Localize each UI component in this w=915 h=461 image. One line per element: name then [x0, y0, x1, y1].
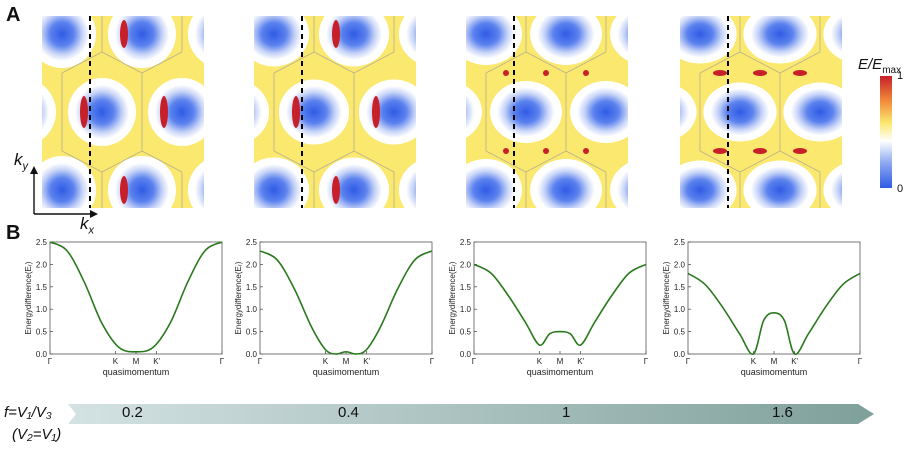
y-axis-label: Energydifference(Eᵣ): [24, 261, 33, 334]
band-heatmap-3: [466, 16, 628, 208]
panel-b-letter: B: [6, 222, 21, 244]
k-axes-arrows: [30, 166, 98, 218]
x-tick-label: Γ: [644, 357, 649, 366]
y-tick-label: 1.5: [36, 283, 48, 292]
y-tick-label: 1.0: [36, 305, 48, 314]
panel-a-letter: A: [6, 4, 21, 26]
y-tick-label: 1.5: [674, 283, 686, 292]
y-tick-label: 2.5: [674, 238, 686, 247]
colorbar-max-tick: 1: [897, 70, 904, 82]
x-tick-label: K': [363, 357, 370, 366]
y-tick-label: 1.5: [246, 283, 258, 292]
y-tick-label: 2.0: [674, 260, 686, 269]
x-tick-label: K: [113, 357, 119, 366]
x-axis-label: quasimomentum: [103, 367, 170, 377]
y-tick-label: 2.5: [460, 238, 472, 247]
band-gap-line: [473, 263, 647, 346]
x-tick-label: Γ: [472, 357, 477, 366]
x-tick-label: Γ: [430, 357, 435, 366]
band-heatmap-4: [680, 16, 842, 208]
y-tick-label: 0.0: [460, 350, 472, 359]
x-tick-label: Γ: [258, 357, 263, 366]
band-gap-line: [49, 241, 223, 353]
y-tick-label: 2.0: [246, 260, 258, 269]
y-tick-label: 0.5: [36, 328, 48, 337]
x-tick-label: Γ: [686, 357, 691, 366]
y-axis-label: Energydifference(Eᵣ): [448, 261, 457, 334]
x-tick-label: K': [577, 357, 584, 366]
f-value-3: 1: [562, 404, 571, 421]
band-gap-line: [687, 272, 861, 355]
x-tick-label: K: [323, 357, 329, 366]
colorbar-min-tick: 0: [897, 183, 904, 195]
colorbar-label: E/Emax: [858, 56, 902, 76]
x-tick-label: K': [153, 357, 160, 366]
x-tick-label: Γ: [48, 357, 53, 366]
band-heatmap-1: [42, 16, 204, 208]
x-tick-label: K: [751, 357, 757, 366]
f-ratio-label: f=V₁/V₃: [4, 404, 52, 421]
x-tick-label: K: [537, 357, 543, 366]
y-tick-label: 2.5: [246, 238, 258, 247]
v-equality-label: (V₂=V₁): [12, 426, 62, 443]
parameter-arrow: [68, 404, 874, 424]
y-axis-label: Energydifference(Eᵣ): [662, 261, 671, 334]
y-axis-label: Energydifference(Eᵣ): [234, 261, 243, 334]
y-tick-label: 0.5: [674, 328, 686, 337]
band-heatmap-2: [254, 16, 416, 208]
y-tick-label: 0.5: [246, 328, 258, 337]
kx-label: kx: [80, 214, 94, 237]
x-axis-label: quasimomentum: [741, 367, 808, 377]
y-tick-label: 1.0: [674, 305, 686, 314]
x-axis-label: quasimomentum: [527, 367, 594, 377]
x-tick-label: M: [133, 357, 140, 366]
x-tick-label: M: [771, 357, 778, 366]
f-value-4: 1.6: [772, 404, 793, 421]
x-tick-label: M: [557, 357, 564, 366]
x-tick-label: M: [343, 357, 350, 366]
y-tick-label: 1.5: [460, 283, 472, 292]
ky-label: ky: [14, 150, 28, 173]
y-tick-label: 1.0: [460, 305, 472, 314]
y-tick-label: 2.0: [36, 260, 48, 269]
y-tick-label: 0.0: [36, 350, 48, 359]
x-tick-label: Γ: [858, 357, 863, 366]
band-gap-line: [259, 250, 433, 355]
colorbar: [880, 76, 892, 188]
y-tick-label: 0.0: [246, 350, 258, 359]
x-axis-label: quasimomentum: [313, 367, 380, 377]
x-tick-label: K': [791, 357, 798, 366]
f-value-1: 0.2: [122, 404, 143, 421]
y-tick-label: 0.5: [460, 328, 472, 337]
f-value-2: 0.4: [338, 404, 359, 421]
x-tick-label: Γ: [220, 357, 225, 366]
y-tick-label: 1.0: [246, 305, 258, 314]
y-tick-label: 2.5: [36, 238, 48, 247]
y-tick-label: 2.0: [460, 260, 472, 269]
y-tick-label: 0.0: [674, 350, 686, 359]
